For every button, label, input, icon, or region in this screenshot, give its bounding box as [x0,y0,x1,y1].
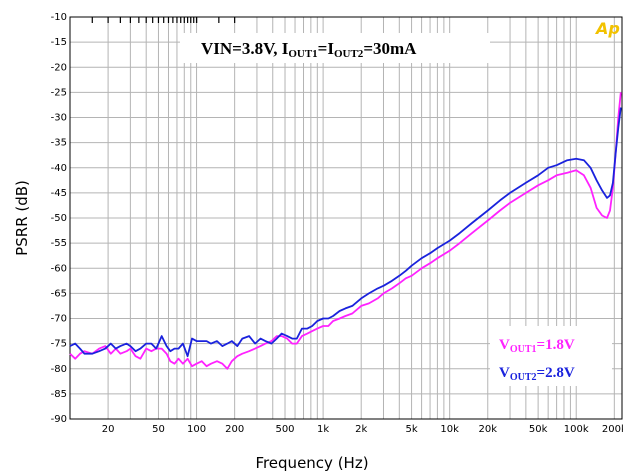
series-lines [69,92,622,370]
y-tick-label: -75 [51,339,67,350]
legend-box [490,326,612,386]
ap-logo: Ap [594,19,620,38]
x-tick-label: 500 [275,424,294,435]
x-tick-label: 1k [317,424,329,435]
y-tick-label: -10 [51,12,67,23]
y-axis-label: PSRR (dB) [13,180,31,256]
y-tick-label: -60 [51,263,67,274]
x-tick-label: 5k [405,424,417,435]
y-tick-label: -15 [51,37,67,48]
y-tick-label: -65 [51,288,67,299]
x-axis-label: Frequency (Hz) [255,454,368,472]
y-tick-label: -70 [51,314,67,325]
y-tick-label: -30 [51,113,67,124]
y-tick-label: -20 [51,62,67,73]
legend-vout2-main: V [499,365,510,381]
x-tick-label: 2k [355,424,367,435]
legend-vout2-value: =2.8V [537,365,575,381]
legend-entry-vout1: VOUT1=1.8V [499,337,575,355]
title-sub1: OUT1 [288,48,317,60]
x-tick-label: 10k [440,424,459,435]
svg-text:VIN=3.8V, IOUT1=IOUT2=30mA: VIN=3.8V, IOUT1=IOUT2=30mA [201,39,417,60]
x-tick-label: 20k [479,424,498,435]
minor-ticks [91,17,236,23]
legend: VOUT1=1.8V VOUT2=2.8V [490,326,612,386]
legend-vout2-sub: OUT2 [510,372,537,383]
x-tick-label: 100 [187,424,206,435]
series-line-1 [69,92,622,370]
title-sub2: OUT2 [334,48,364,60]
y-tick-label: -90 [51,414,67,425]
y-tick-label: -35 [51,138,67,149]
plot-frame [69,16,623,420]
legend-entry-vout2: VOUT2=2.8V [499,365,575,383]
title-part-c: =30mA [363,39,417,58]
y-tick-label: -40 [51,163,67,174]
title-box [180,33,490,63]
x-tick-label: 200k [602,424,623,435]
y-tick-label: -45 [51,188,67,199]
x-tick-label: 20 [102,424,115,435]
x-tick-label: 50 [152,424,165,435]
y-tick-label: -55 [51,238,67,249]
title-part-b: =I [318,39,335,58]
legend-vout1-value: =1.8V [537,337,575,353]
chart-title: VIN=3.8V, IOUT1=IOUT2=30mA [180,33,490,63]
legend-vout1-main: V [499,337,510,353]
series-line-2 [69,107,622,358]
legend-vout1-sub: OUT1 [510,344,537,355]
y-tick-labels: -10 -15 -20 -25 -30 -35 -40 -45 -50 -55 -60 -65 -70 -… [51,12,67,425]
title-part-a: VIN=3.8V, I [201,39,289,58]
x-tick-label: 50k [529,424,548,435]
x-tick-labels: 20 50 100 200 500 1k 2k 5k 10k 20k 50k 100k 200k [102,424,623,435]
x-tick-label: 200 [225,424,244,435]
y-tick-label: -25 [51,87,67,98]
x-tick-label: 100k [564,424,589,435]
y-tick-label: -50 [51,213,67,224]
y-tick-label: -85 [51,389,67,400]
y-tick-label: -80 [51,364,67,375]
